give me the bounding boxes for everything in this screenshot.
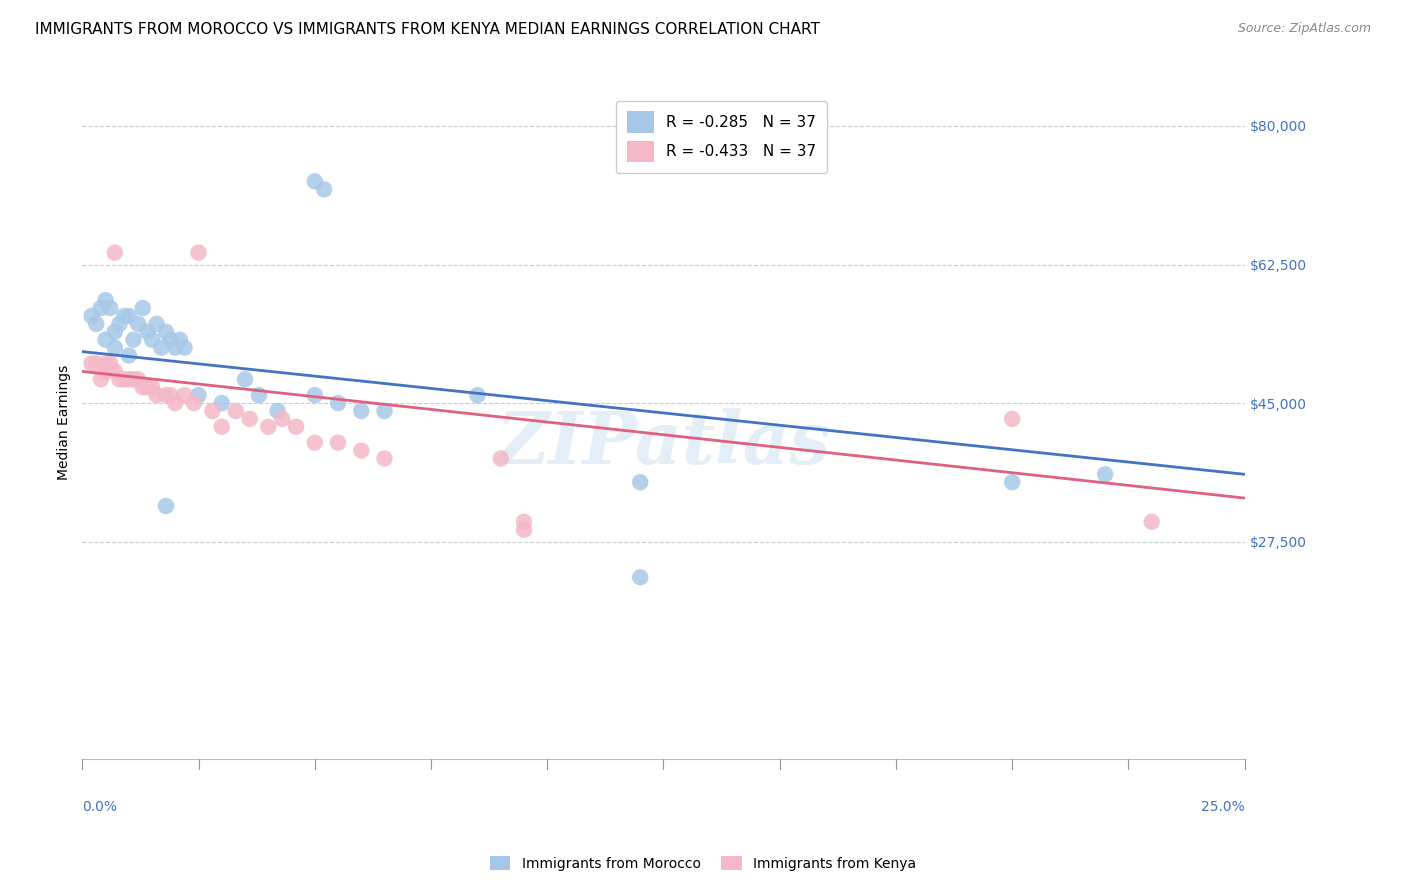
Point (122, 333, 145, 347)
Point (94, 333, 117, 347)
Point (145, 317, 167, 331)
Point (285, 419, 308, 434)
Point (173, 388, 195, 402)
Point (201, 404, 224, 418)
Point (257, 419, 280, 434)
Point (108, 372, 131, 386)
Point (326, 396, 349, 410)
Point (165, 341, 187, 355)
Text: 25.0%: 25.0% (1201, 800, 1244, 814)
Point (159, 388, 181, 402)
Point (1140, 515, 1163, 529)
Point (165, 396, 187, 410)
Point (104, 341, 127, 355)
Point (159, 333, 181, 347)
Point (112, 309, 135, 323)
Point (141, 333, 163, 347)
Point (187, 388, 209, 402)
Point (132, 301, 155, 315)
Point (225, 404, 247, 418)
Point (1094, 467, 1116, 482)
Text: ZIPatlas: ZIPatlas (496, 408, 831, 478)
Point (84, 356, 107, 370)
Point (118, 309, 141, 323)
Point (183, 396, 205, 410)
Legend: R = -0.285   N = 37, R = -0.433   N = 37: R = -0.285 N = 37, R = -0.433 N = 37 (616, 101, 827, 173)
Point (155, 499, 177, 513)
Point (628, 570, 651, 584)
Point (94, 364, 117, 378)
Y-axis label: Median Earnings: Median Earnings (58, 365, 72, 481)
Point (127, 372, 149, 386)
Point (513, 515, 536, 529)
Point (304, 388, 326, 402)
Point (122, 372, 145, 386)
Point (132, 380, 155, 394)
Point (98, 356, 121, 370)
Point (150, 341, 173, 355)
Text: IMMIGRANTS FROM MOROCCO VS IMMIGRANTS FROM KENYA MEDIAN EARNINGS CORRELATION CHA: IMMIGRANTS FROM MOROCCO VS IMMIGRANTS FR… (35, 22, 820, 37)
Legend: Immigrants from Morocco, Immigrants from Kenya: Immigrants from Morocco, Immigrants from… (484, 850, 922, 876)
Point (118, 349, 141, 363)
Point (127, 317, 149, 331)
Point (211, 419, 233, 434)
Point (169, 333, 191, 347)
Point (239, 412, 262, 426)
Point (98, 301, 121, 315)
Point (173, 341, 195, 355)
Point (104, 245, 127, 260)
Text: Source: ZipAtlas.com: Source: ZipAtlas.com (1237, 22, 1371, 36)
Point (145, 388, 167, 402)
Point (326, 435, 349, 450)
Point (141, 380, 163, 394)
Point (108, 317, 131, 331)
Point (84, 317, 107, 331)
Point (489, 451, 512, 466)
Point (80, 356, 103, 370)
Point (271, 412, 294, 426)
Point (104, 364, 127, 378)
Point (104, 325, 127, 339)
Point (94, 293, 117, 307)
Point (350, 404, 373, 418)
Point (94, 356, 117, 370)
Point (467, 388, 489, 402)
Point (304, 174, 326, 188)
Point (312, 182, 335, 196)
Point (233, 372, 256, 386)
Point (136, 380, 159, 394)
Point (155, 325, 177, 339)
Point (628, 475, 651, 490)
Point (187, 245, 209, 260)
Point (112, 372, 135, 386)
Point (90, 301, 112, 315)
Point (247, 388, 270, 402)
Point (1001, 475, 1024, 490)
Point (155, 388, 177, 402)
Point (90, 372, 112, 386)
Point (304, 435, 326, 450)
Point (266, 404, 288, 418)
Point (211, 396, 233, 410)
Point (136, 325, 159, 339)
Point (373, 451, 395, 466)
Point (1001, 412, 1024, 426)
Point (80, 309, 103, 323)
Text: 0.0%: 0.0% (83, 800, 117, 814)
Point (350, 443, 373, 458)
Point (118, 372, 141, 386)
Point (513, 523, 536, 537)
Point (373, 404, 395, 418)
